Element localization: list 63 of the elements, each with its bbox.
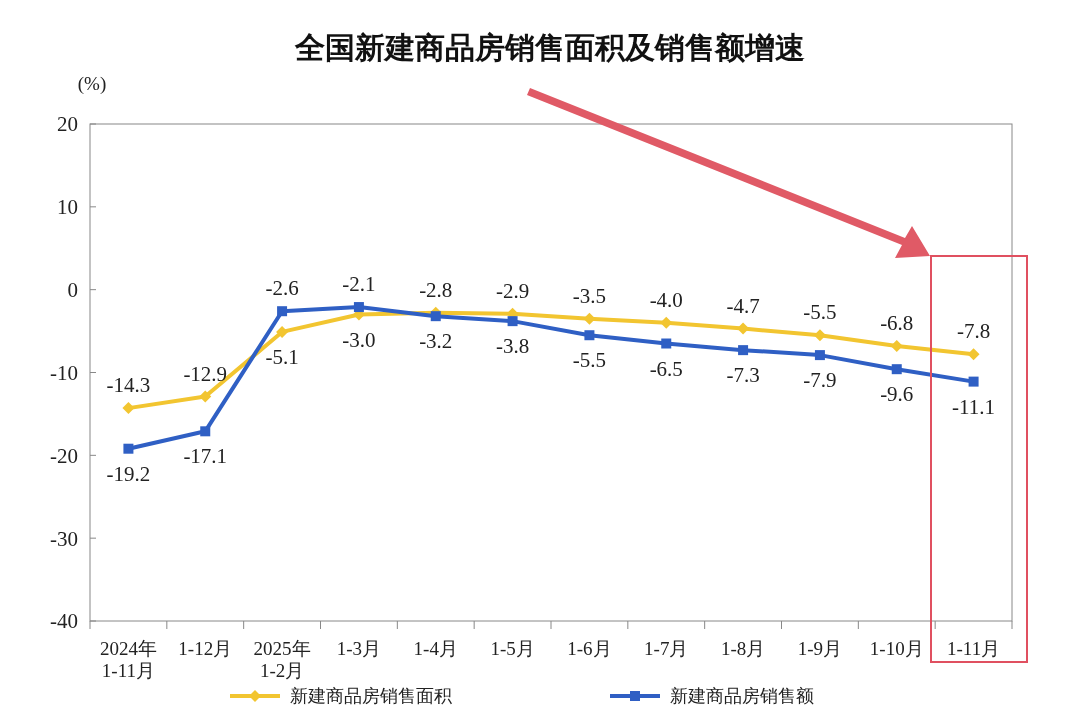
x-tick-label: 1-10月	[869, 638, 924, 659]
point	[199, 390, 212, 403]
x-tick-label: 2024年 1-11月	[99, 638, 157, 681]
data-label: -5.5	[572, 348, 607, 373]
data-label: -4.7	[726, 293, 760, 318]
x-tick-label: 1-11月	[947, 638, 1001, 659]
point	[122, 402, 135, 415]
data-label: -2.9	[495, 278, 530, 303]
data-label: -12.9	[183, 361, 228, 386]
x-tick-label: 1-5月	[490, 638, 535, 659]
data-label: -7.9	[803, 368, 837, 393]
point	[277, 306, 288, 317]
point	[276, 325, 289, 338]
point	[814, 350, 825, 361]
data-label: -3.2	[419, 329, 453, 354]
x-tick-label: 1-6月	[567, 638, 612, 659]
y-tick-label: -30	[50, 526, 78, 551]
data-label: -3.5	[572, 283, 607, 308]
data-label: -19.2	[106, 461, 151, 486]
x-tick-label: 1-12月	[178, 638, 233, 659]
data-label: -9.6	[880, 382, 914, 407]
point	[968, 376, 979, 387]
data-label: -7.8	[956, 319, 991, 344]
point	[200, 426, 211, 437]
data-label: -2.6	[265, 276, 299, 301]
data-label: -6.5	[649, 356, 683, 381]
data-label: -6.8	[880, 310, 914, 335]
data-label: -3.8	[495, 334, 530, 359]
point	[123, 443, 134, 454]
x-tick-label: 1-9月	[797, 638, 843, 659]
y-tick-label: -40	[50, 609, 78, 634]
point	[967, 348, 980, 361]
x-tick-label: 1-7月	[644, 638, 689, 659]
data-label: -5.5	[803, 300, 837, 325]
data-label: -3.0	[342, 327, 376, 352]
data-label: -2.1	[342, 272, 376, 297]
x-tick-label: 1-3月	[336, 638, 382, 659]
y-tick-label: -20	[50, 443, 78, 468]
data-label: -2.8	[419, 277, 453, 302]
x-tick-label: 1-4月	[413, 638, 458, 659]
y-tick-label: -10	[50, 360, 78, 385]
data-label: -14.3	[106, 373, 151, 398]
legend-label: 新建商品房销售面积	[290, 686, 452, 707]
data-label: -4.0	[649, 287, 683, 312]
point	[584, 330, 595, 341]
point	[430, 311, 441, 322]
data-label: -17.1	[183, 444, 228, 469]
data-label: -7.3	[726, 363, 760, 388]
chart-title: 全国新建商品房销售面积及销售额增速	[294, 31, 805, 64]
point	[738, 345, 749, 356]
point	[661, 338, 672, 349]
point	[891, 364, 902, 375]
y-axis-title: (%)	[77, 73, 107, 95]
y-tick-label: 10	[57, 195, 78, 220]
point	[353, 302, 364, 313]
y-tick-label: 20	[57, 112, 78, 137]
y-tick-label: 0	[67, 278, 78, 303]
point	[507, 316, 518, 327]
x-tick-label: 1-8月	[720, 638, 766, 659]
x-tick-label: 2025年 1-2月	[253, 638, 311, 681]
legend-label: 新建商品房销售额	[670, 686, 814, 707]
data-label: -11.1	[952, 394, 996, 419]
data-label: -5.1	[265, 344, 299, 369]
